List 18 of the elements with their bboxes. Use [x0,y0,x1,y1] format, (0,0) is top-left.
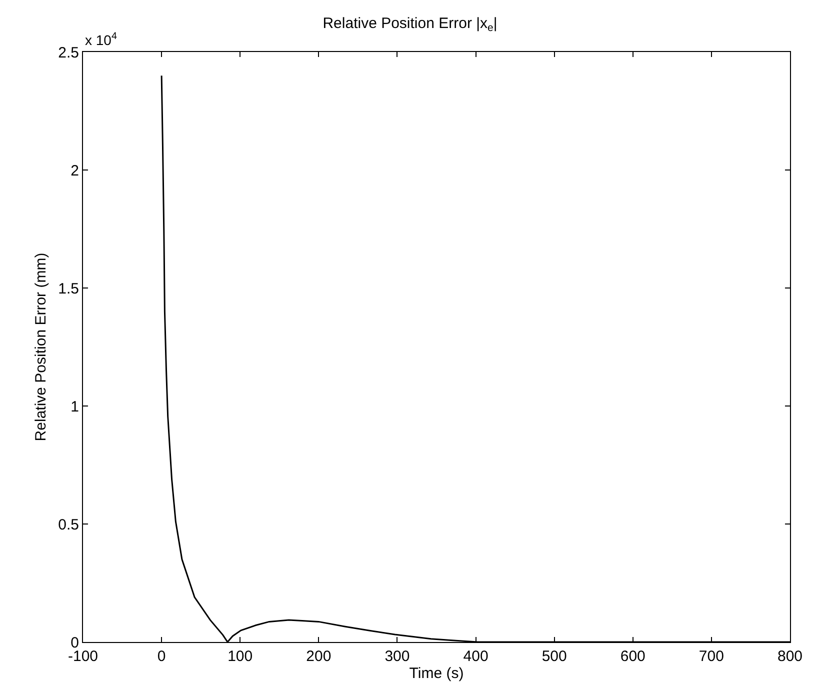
x-tick-label: 200 [306,648,332,665]
x-tick-label: 300 [384,648,410,665]
y-tick-label: 0.5 [58,516,79,534]
y-tick-label: 1.5 [58,280,79,298]
text: x 10$^{4}$ [85,31,118,48]
x-tick-label: 500 [542,648,567,665]
x-tick-label: 0 [157,648,166,665]
y-tick-label: 2 [70,162,79,180]
x-tick-label: 600 [620,648,646,665]
x-tick-label: 400 [463,648,488,665]
x-tick-label: 700 [698,648,724,665]
chart-title: Relative Position Error |x$_{e}$| [322,14,498,34]
y-axis-title: Relative Position Error (mm) [32,252,50,442]
y-tick-label: 1 [70,398,79,416]
x-tick-label: 800 [777,648,803,665]
y-tick-label: 2.5 [58,44,79,62]
x-axis-title: Time (s) [409,665,464,682]
x-tick-label: 100 [228,648,253,665]
